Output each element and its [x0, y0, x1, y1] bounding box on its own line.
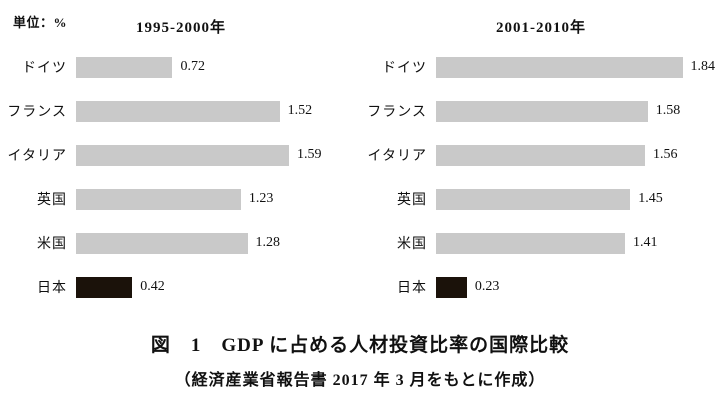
bar-row: イタリア 1.59 [6, 133, 356, 177]
bar-track: 1.28 [76, 232, 344, 254]
bar [436, 144, 646, 166]
bar-track: 1.56 [436, 144, 704, 166]
bar-row: フランス 1.58 [366, 89, 716, 133]
bar [76, 232, 248, 254]
bar-rows: ドイツ 0.72 フランス 1.52 イタリア 1.59 英国 1.23 米国 1.28 日本 0.4… [6, 45, 356, 309]
bar-row: ドイツ 0.72 [6, 45, 356, 89]
category-label: 日本 [37, 281, 67, 296]
chart-panel: 1995-2000年 ドイツ 0.72 フランス 1.52 イタリア 1.59 英国 1.23… [0, 16, 360, 309]
bar [436, 232, 625, 254]
chart-title: 1995-2000年 [136, 20, 226, 36]
bar-track: 1.52 [76, 100, 344, 122]
value-label: 0.23 [474, 279, 500, 294]
bar [76, 56, 173, 78]
chart-title: 2001-2010年 [496, 20, 586, 36]
bar-track: 1.58 [436, 100, 704, 122]
bar [436, 276, 467, 298]
bar-row: 英国 1.45 [366, 177, 716, 221]
bar [436, 56, 683, 78]
bar [76, 188, 241, 210]
bar-row: 米国 1.28 [6, 221, 356, 265]
bar-track: 1.41 [436, 232, 704, 254]
value-label: 1.59 [297, 147, 322, 162]
category-label: イタリア [7, 149, 67, 164]
value-label: 1.58 [655, 103, 681, 118]
figure-caption: 図 1 GDP に占める人材投資比率の国際比較 （経済産業省報告書 2017 年… [0, 330, 720, 390]
bar-track: 0.42 [76, 276, 344, 298]
bar-row: 日本 0.23 [366, 265, 716, 309]
category-label: 英国 [397, 193, 427, 208]
unit-label: 単位：% [13, 15, 68, 30]
value-label: 0.72 [180, 59, 205, 74]
bar [76, 276, 133, 298]
chart-panel: 2001-2010年 ドイツ 1.84 フランス 1.58 イタリア 1.56 英国 1.45… [360, 16, 720, 309]
bar-row: 日本 0.42 [6, 265, 356, 309]
value-label: 1.41 [632, 235, 658, 250]
bar-track: 1.84 [436, 56, 715, 78]
value-label: 1.28 [255, 235, 281, 250]
bar-rows: ドイツ 1.84 フランス 1.58 イタリア 1.56 英国 1.45 米国 1.41 日本 0.2… [366, 45, 716, 309]
category-label: 米国 [37, 237, 67, 252]
bar-track: 1.59 [76, 144, 344, 166]
value-label: 1.56 [653, 147, 678, 162]
bar [436, 188, 631, 210]
charts-area: 1995-2000年 ドイツ 0.72 フランス 1.52 イタリア 1.59 英国 1.23… [0, 16, 720, 309]
bar-track: 0.72 [76, 56, 344, 78]
bar-track: 1.45 [436, 188, 704, 210]
bar-track: 0.23 [436, 276, 704, 298]
category-label: フランス [367, 105, 427, 120]
category-label: フランス [7, 105, 67, 120]
category-label: ドイツ [382, 61, 427, 76]
bar-track: 1.23 [76, 188, 344, 210]
bar-row: イタリア 1.56 [366, 133, 716, 177]
value-label: 0.42 [140, 279, 165, 294]
value-label: 1.45 [638, 191, 663, 206]
bar [436, 100, 648, 122]
bar-row: フランス 1.52 [6, 89, 356, 133]
figure-source: （経済産業省報告書 2017 年 3 月をもとに作成） [174, 372, 546, 389]
bar-row: ドイツ 1.84 [366, 45, 716, 89]
category-label: ドイツ [22, 61, 67, 76]
bar [76, 144, 290, 166]
figure-title: 図 1 GDP に占める人材投資比率の国際比較 [150, 335, 570, 356]
bar-row: 英国 1.23 [6, 177, 356, 221]
value-label: 1.52 [287, 103, 313, 118]
bar-row: 米国 1.41 [366, 221, 716, 265]
bar [76, 100, 280, 122]
category-label: 日本 [397, 281, 427, 296]
category-label: イタリア [367, 149, 427, 164]
value-label: 1.84 [690, 59, 716, 74]
category-label: 米国 [397, 237, 427, 252]
value-label: 1.23 [248, 191, 274, 206]
category-label: 英国 [37, 193, 67, 208]
